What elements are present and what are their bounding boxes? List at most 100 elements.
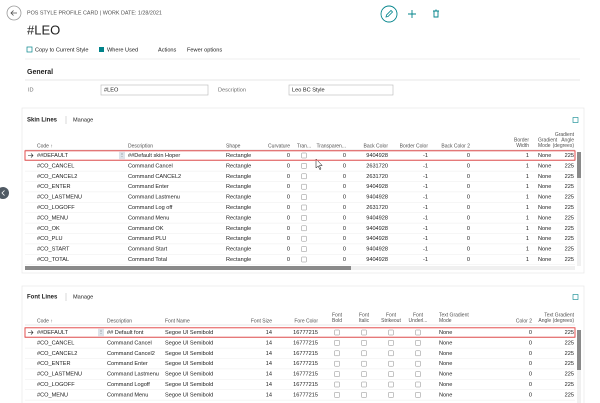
checkbox[interactable] (334, 350, 340, 357)
checkbox[interactable] (415, 350, 421, 357)
row-code[interactable]: #CO_ENTER (37, 361, 71, 367)
checkbox[interactable] (388, 392, 394, 398)
column-header[interactable]: Back Color (364, 143, 389, 149)
row-code[interactable]: #CO_CANCEL (37, 163, 74, 169)
column-header[interactable]: Gradient Mode (538, 138, 558, 150)
vertical-scrollbar[interactable] (577, 152, 581, 266)
row-code[interactable]: ##DEFAULT (37, 153, 69, 159)
column-header[interactable]: Font Bold (332, 313, 343, 325)
checkbox[interactable] (361, 371, 367, 377)
side-toggle[interactable] (0, 187, 9, 199)
checkbox[interactable] (388, 340, 394, 346)
back-button[interactable] (6, 5, 22, 21)
checkbox[interactable] (301, 152, 307, 159)
row-code[interactable]: #CO_TOTAL (37, 257, 69, 263)
column-header[interactable]: Tran... (297, 143, 311, 149)
scroll-thumb[interactable] (577, 152, 581, 178)
expand-icon[interactable] (572, 117, 579, 123)
checkbox[interactable] (334, 381, 340, 388)
checkbox[interactable] (334, 371, 340, 377)
row-code[interactable]: #CO_CANCEL2 (37, 351, 77, 357)
checkbox[interactable] (415, 329, 421, 336)
row-code[interactable]: #CO_MENU (37, 392, 68, 398)
checkbox[interactable] (415, 371, 421, 377)
column-header[interactable]: Transparen... (316, 143, 346, 149)
column-header[interactable]: Code ↑ (37, 143, 53, 149)
text-input[interactable] (288, 84, 394, 96)
row-code[interactable]: #CO_LOGOFF (37, 205, 75, 211)
checkbox[interactable] (415, 381, 421, 388)
text-input[interactable] (100, 84, 209, 96)
section-tab[interactable]: Skin Lines (27, 118, 58, 124)
checkbox[interactable] (301, 183, 307, 190)
checkbox[interactable] (301, 204, 307, 211)
row-menu[interactable] (98, 328, 104, 337)
checkbox[interactable] (361, 360, 367, 367)
checkbox[interactable] (388, 350, 394, 357)
expand-icon[interactable] (572, 294, 579, 300)
action-button[interactable]: Fewer options (187, 47, 222, 53)
checkbox[interactable] (334, 360, 340, 367)
delete-button[interactable] (433, 9, 439, 18)
section-tab[interactable]: Font Lines (27, 295, 58, 301)
row-code[interactable]: #CO_PLU (37, 236, 63, 242)
scroll-thumb[interactable] (577, 330, 581, 370)
checkbox[interactable] (301, 256, 307, 263)
column-header[interactable]: Description (107, 318, 132, 324)
checkbox[interactable] (361, 340, 367, 346)
column-header[interactable]: Border Width (514, 138, 529, 150)
checkbox[interactable] (301, 225, 307, 232)
checkbox[interactable] (361, 392, 367, 398)
section-tab[interactable]: Manage (73, 117, 93, 123)
action-button[interactable]: Actions (158, 47, 177, 53)
checkbox[interactable] (334, 392, 340, 398)
row-code[interactable]: #CO_CANCEL2 (37, 174, 77, 180)
action-button[interactable]: Copy to Current Style (35, 47, 88, 53)
row-code[interactable]: #CO_CANCEL (37, 340, 74, 346)
new-button[interactable] (408, 10, 416, 18)
row-code[interactable]: ##DEFAULT (37, 330, 69, 336)
column-header[interactable]: Font Italic (359, 313, 370, 325)
checkbox[interactable] (301, 235, 307, 242)
column-header[interactable]: Back Color 2 (441, 143, 470, 149)
checkbox[interactable] (415, 340, 421, 346)
checkbox[interactable] (301, 215, 307, 221)
column-header[interactable]: Code ↑ (37, 318, 53, 324)
checkbox[interactable] (301, 194, 307, 200)
row-code[interactable]: #CO_LASTMENU (37, 372, 82, 378)
checkbox[interactable] (415, 392, 421, 398)
checkbox[interactable] (301, 163, 307, 169)
row-menu[interactable] (119, 151, 125, 160)
row-code[interactable]: #CO_LOGOFF (37, 382, 75, 388)
column-header[interactable]: Fore Color (294, 318, 318, 324)
column-header[interactable]: Text Gradient Angle (degrees) (538, 313, 574, 325)
column-header[interactable]: Text Gradient Mode (439, 313, 469, 325)
checkbox[interactable] (334, 340, 340, 346)
column-header[interactable]: Font Strikeout (381, 313, 401, 325)
column-header[interactable]: Border Color (400, 143, 429, 149)
column-header[interactable]: Gradient Angle (degrees) (553, 132, 575, 149)
checkbox[interactable] (388, 329, 394, 336)
checkbox[interactable] (334, 329, 340, 336)
row-code[interactable]: #CO_ENTER (37, 184, 71, 190)
column-header[interactable]: Curvature (268, 143, 290, 149)
row-code[interactable]: #CO_MENU (37, 215, 68, 221)
checkbox[interactable] (301, 246, 307, 252)
checkbox[interactable] (301, 173, 307, 180)
column-header[interactable]: Shape (226, 143, 241, 149)
checkbox[interactable] (415, 360, 421, 367)
row-code[interactable]: #CO_LASTMENU (37, 195, 82, 201)
column-header[interactable]: Color 2 (516, 318, 532, 324)
row-code[interactable]: #CO_OK (37, 226, 60, 232)
column-header[interactable]: Description (128, 143, 153, 149)
checkbox[interactable] (388, 360, 394, 367)
edit-button[interactable] (380, 5, 398, 23)
section-tab[interactable]: Manage (73, 294, 93, 300)
checkbox[interactable] (388, 381, 394, 388)
checkbox[interactable] (361, 329, 367, 336)
checkbox[interactable] (361, 381, 367, 388)
column-header[interactable]: Font Underl... (409, 313, 428, 325)
row-code[interactable]: #CO_START (37, 247, 70, 253)
scroll-thumb[interactable] (25, 266, 351, 270)
checkbox[interactable] (388, 371, 394, 377)
